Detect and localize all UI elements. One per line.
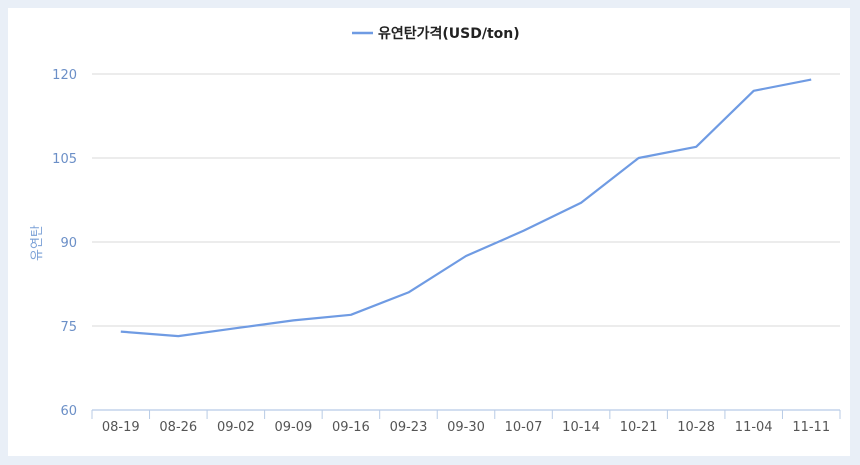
x-axis: 08-19 08-26 09-02 09-09 09-16 09-23 09-30 10-07…	[91, 409, 841, 435]
data-point[interactable]	[117, 328, 125, 336]
data-point[interactable]	[577, 199, 585, 207]
x-tick-label: 08-19	[102, 420, 140, 435]
gridlines	[92, 73, 840, 327]
data-point[interactable]	[232, 324, 240, 332]
legend-label: 유연탄가격(USD/ton)	[378, 25, 520, 42]
data-point[interactable]	[807, 76, 815, 84]
data-point[interactable]	[347, 311, 355, 319]
x-tick-label: 10-21	[620, 420, 658, 435]
x-tick-label: 09-16	[332, 420, 370, 435]
x-tick-label: 09-23	[390, 420, 428, 435]
y-axis-label: 유연탄	[30, 225, 45, 261]
legend[interactable]: 유연탄가격(USD/ton)	[352, 25, 520, 42]
data-point[interactable]	[520, 227, 528, 235]
x-tick-label: 10-14	[562, 420, 600, 435]
x-tick-label: 11-11	[792, 420, 830, 435]
x-tick-label: 09-09	[274, 420, 312, 435]
x-tick-label: 09-02	[217, 420, 255, 435]
data-point[interactable]	[174, 332, 182, 340]
series-layer	[117, 76, 815, 340]
y-tick-label: 105	[52, 152, 77, 167]
data-point[interactable]	[750, 87, 758, 95]
y-tick-label: 75	[60, 320, 77, 335]
x-tick-label: 09-30	[447, 420, 485, 435]
y-tick-label: 90	[60, 236, 77, 251]
chart-frame	[8, 8, 850, 456]
y-tick-label: 120	[52, 68, 77, 83]
y-axis-tick-labels: 60 75 90 105 120	[52, 68, 77, 419]
y-tick-label: 60	[60, 404, 77, 419]
x-tick-label: 08-26	[159, 420, 197, 435]
x-tick-label: 10-07	[505, 420, 543, 435]
x-tick-label: 11-04	[735, 420, 773, 435]
data-point[interactable]	[462, 252, 470, 260]
data-point[interactable]	[635, 154, 643, 162]
x-tick-label: 10-28	[677, 420, 715, 435]
data-point[interactable]	[692, 143, 700, 151]
series-line[interactable]	[120, 78, 812, 338]
data-point[interactable]	[404, 288, 412, 296]
data-point[interactable]	[289, 316, 297, 324]
